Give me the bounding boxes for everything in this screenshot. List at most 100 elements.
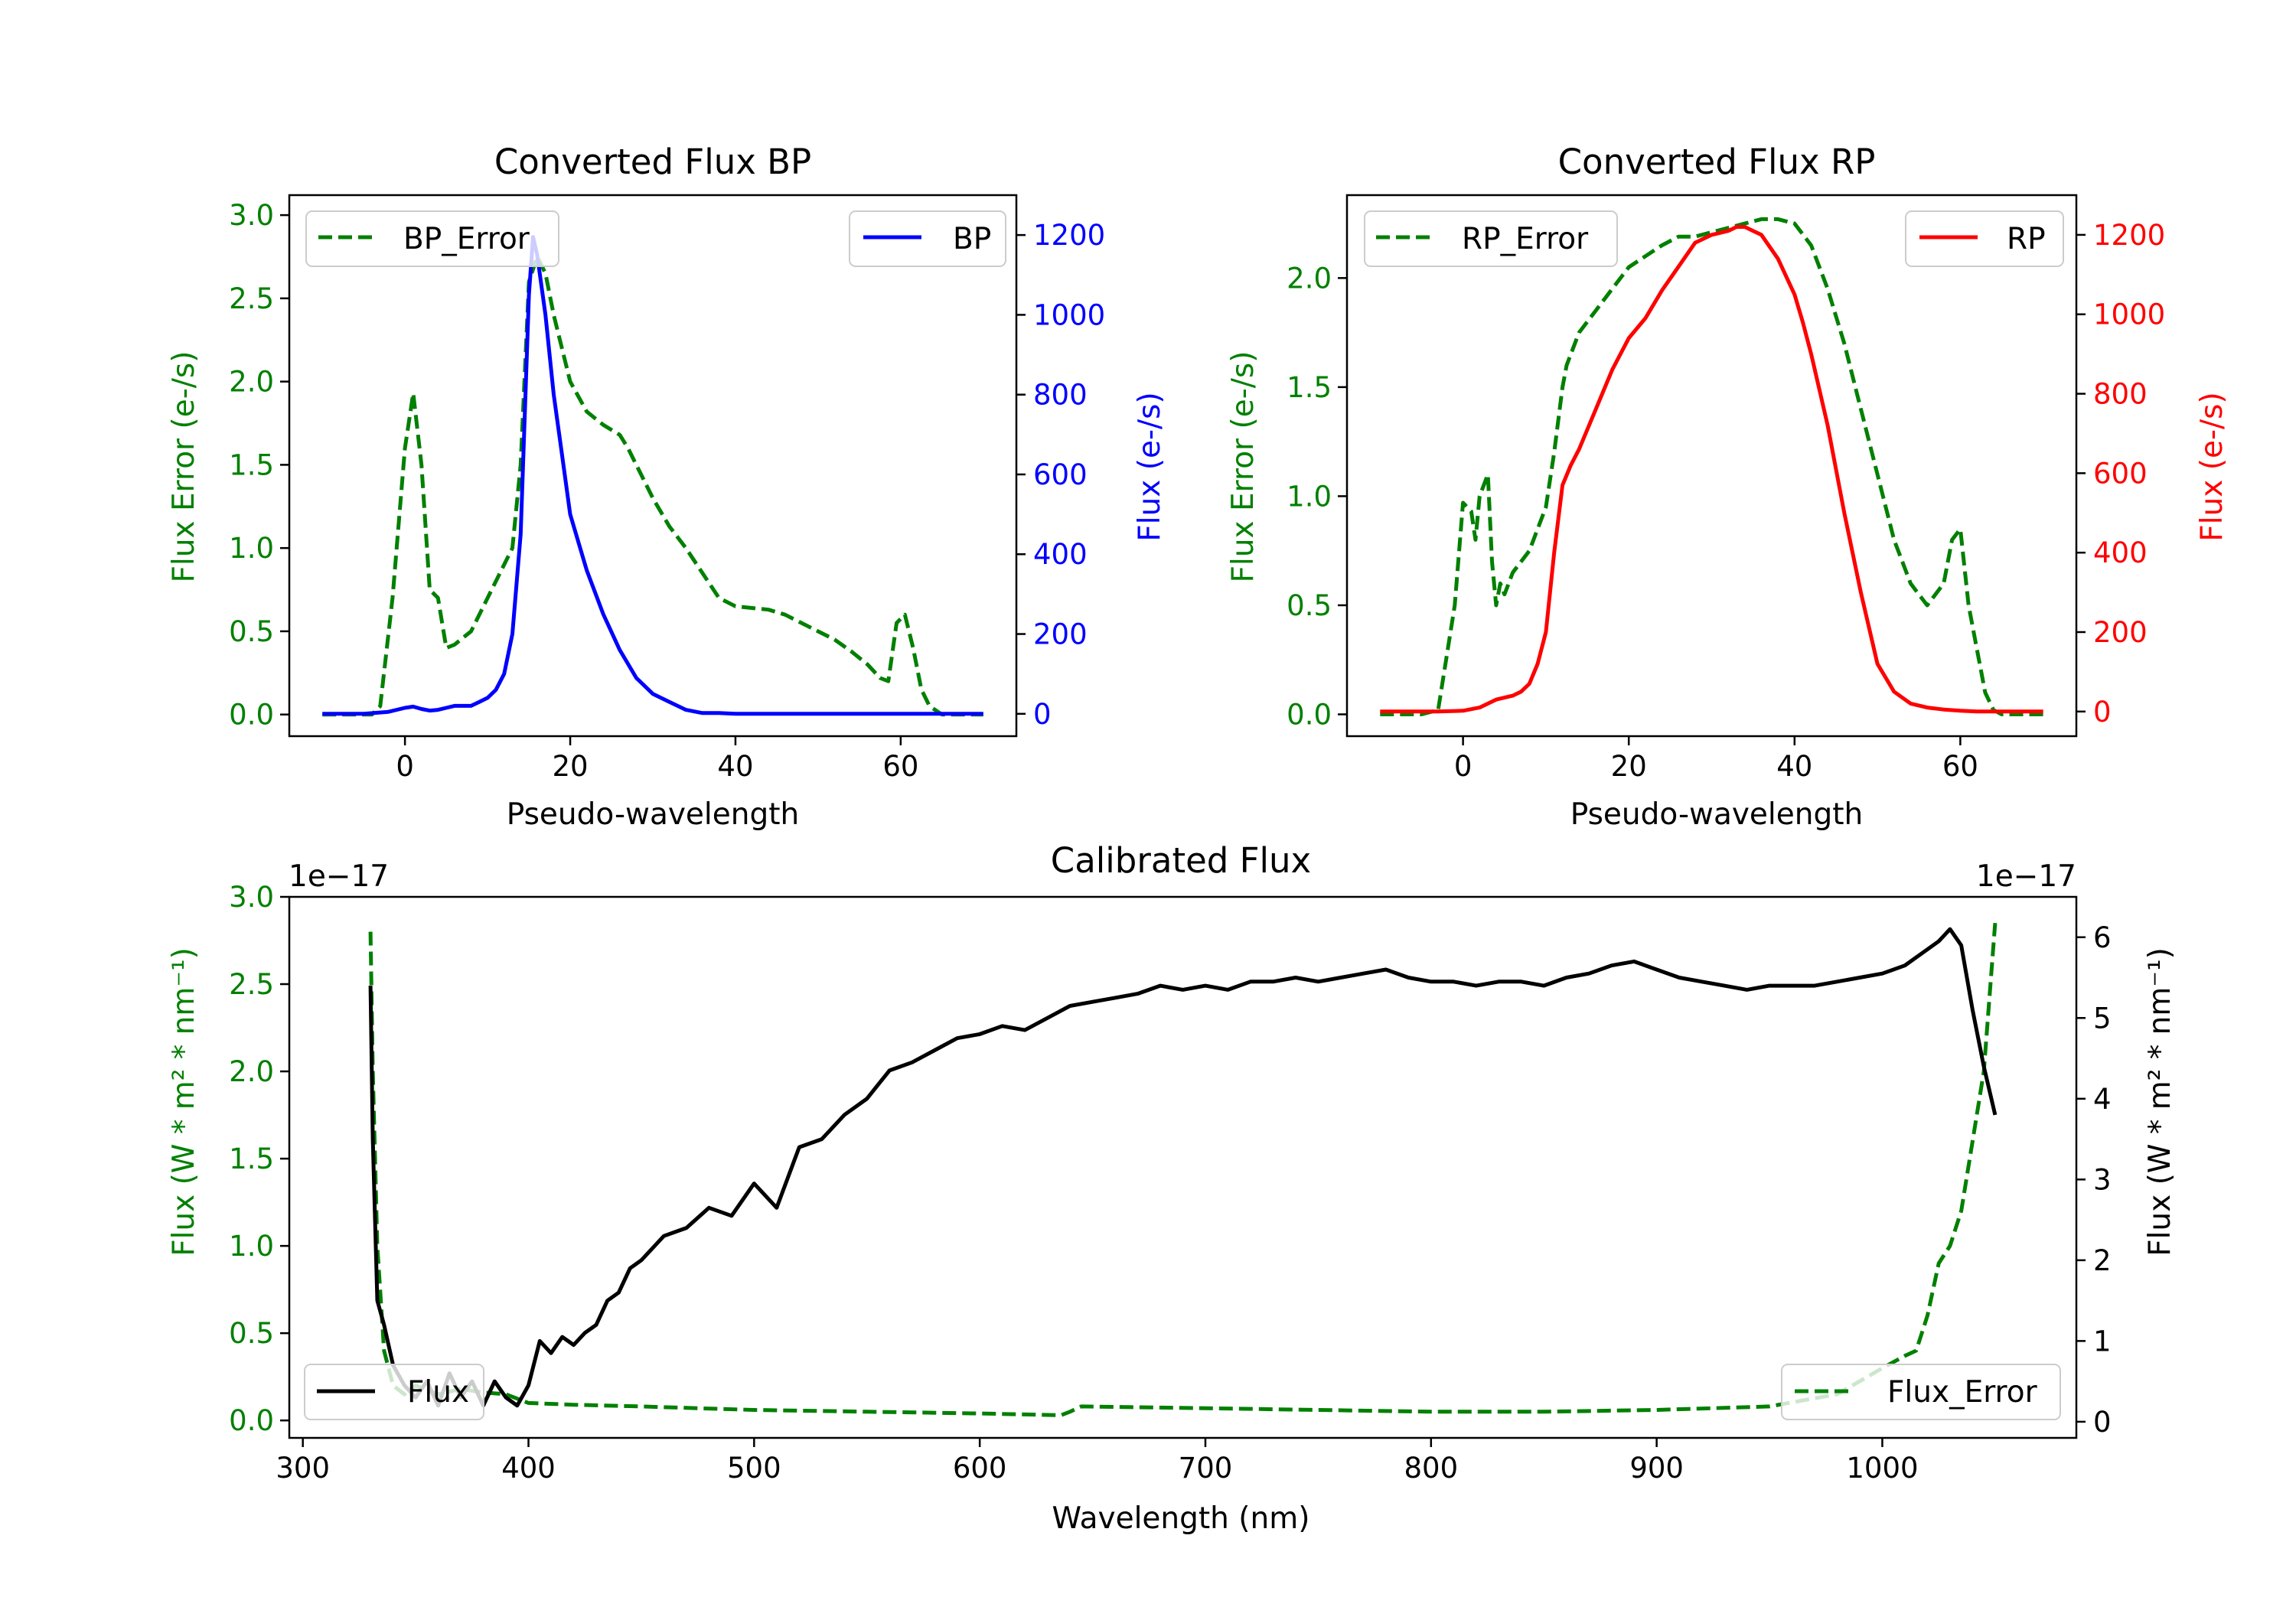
bp-plot-area bbox=[322, 235, 983, 717]
cal-ytick-left-label: 1.0 bbox=[229, 1230, 274, 1263]
rp-y-left-ticks: 0.0 0.5 1.0 1.5 2.0 bbox=[1287, 262, 1347, 731]
bp-series-bp-line bbox=[322, 235, 983, 716]
bp-xtick-label: 40 bbox=[717, 750, 753, 783]
bp-ytick-right-label: 400 bbox=[1033, 538, 1088, 571]
bp-legend-left-label: BP_Error bbox=[403, 222, 530, 256]
rp-ylabel-right: Flux (e-/s) bbox=[2195, 392, 2229, 541]
bp-ytick-left-label: 2.0 bbox=[229, 366, 274, 399]
rp-frame bbox=[1345, 194, 2078, 738]
rp-legend-left-label: RP_Error bbox=[1462, 222, 1589, 256]
cal-legend-left-label: Flux bbox=[407, 1375, 469, 1410]
bp-ytick-right-label: 0 bbox=[1033, 698, 1052, 731]
rp-plot-area bbox=[1380, 217, 2043, 716]
bp-ytick-left-label: 2.5 bbox=[229, 282, 274, 315]
rp-ytick-left-label: 0.5 bbox=[1287, 589, 1332, 622]
rp-legend-right: RP bbox=[1905, 210, 2064, 267]
cal-ytick-left-label: 2.0 bbox=[229, 1055, 274, 1088]
cal-legend-right-label: Flux_Error bbox=[1887, 1375, 2038, 1410]
cal-plot-area bbox=[368, 923, 1998, 1417]
cal-xtick-label: 400 bbox=[501, 1452, 556, 1485]
cal-ytick-left-label: 1.5 bbox=[229, 1143, 274, 1175]
bp-ytick-left-label: 3.0 bbox=[229, 199, 274, 232]
cal-xtick-label: 300 bbox=[276, 1452, 330, 1485]
rp-x-ticks: 0 20 40 60 bbox=[1454, 736, 1978, 783]
cal-x-ticks: 300 400 500 600 700 800 900 1000 bbox=[276, 1438, 1919, 1485]
cal-ytick-left-label: 0.0 bbox=[229, 1404, 274, 1437]
cal-xtick-label: 500 bbox=[727, 1452, 781, 1485]
bp-ytick-right-label: 600 bbox=[1033, 458, 1088, 491]
rp-xlabel: Pseudo-wavelength bbox=[1570, 797, 1863, 832]
cal-y-right-ticks: 0 1 2 3 4 5 6 bbox=[2076, 921, 2112, 1439]
cal-legend-left: Flux bbox=[304, 1364, 484, 1420]
cal-title: Calibrated Flux bbox=[1051, 840, 1311, 881]
bp-ytick-left-label: 0.5 bbox=[229, 615, 274, 648]
rp-ytick-right-label: 1200 bbox=[2093, 219, 2165, 252]
bp-xtick-label: 20 bbox=[552, 750, 588, 783]
bp-series-bp-error-line bbox=[322, 255, 983, 717]
bp-legend-right: BP bbox=[849, 210, 1006, 267]
bp-ytick-right-label: 1000 bbox=[1033, 298, 1105, 331]
cal-series-flux-line bbox=[368, 927, 1998, 1408]
rp-legend-right-label: RP bbox=[2007, 222, 2046, 256]
rp-ytick-right-label: 1000 bbox=[2093, 298, 2165, 331]
rp-ytick-right-label: 400 bbox=[2093, 536, 2148, 569]
cal-xtick-label: 600 bbox=[953, 1452, 1007, 1485]
rp-subplot: Converted Flux RP 0 20 40 60 0.0 0.5 1.0 1.5 2.… bbox=[1226, 142, 2229, 832]
cal-series-flux-error-line bbox=[368, 923, 1998, 1417]
rp-ytick-left-label: 0.0 bbox=[1287, 698, 1332, 731]
cal-xlabel: Wavelength (nm) bbox=[1052, 1501, 1310, 1536]
rp-xtick-label: 0 bbox=[1454, 750, 1473, 783]
rp-ytick-right-label: 800 bbox=[2093, 378, 2148, 411]
cal-ylabel-left: Flux (W * m² * nm⁻¹) bbox=[167, 947, 201, 1257]
bp-ytick-left-label: 1.5 bbox=[229, 448, 274, 481]
bp-legend-left: BP_Error bbox=[305, 210, 559, 267]
rp-series-rp-error-line bbox=[1380, 217, 2043, 716]
rp-ytick-left-label: 1.0 bbox=[1287, 480, 1332, 513]
cal-legend-right: Flux_Error bbox=[1781, 1364, 2061, 1420]
cal-xtick-label: 1000 bbox=[1846, 1452, 1918, 1485]
cal-subplot: Calibrated Flux 1e−17 1e−17 300 400 500 600… bbox=[167, 840, 2177, 1536]
rp-ylabel-left: Flux Error (e-/s) bbox=[1226, 351, 1261, 583]
bp-y-right-ticks: 0 200 400 600 800 1000 1200 bbox=[1016, 219, 1105, 731]
bp-ytick-left-label: 0.0 bbox=[229, 699, 274, 732]
cal-y-left-ticks: 0.0 0.5 1.0 1.5 2.0 2.5 3.0 bbox=[229, 881, 289, 1437]
cal-xtick-label: 700 bbox=[1179, 1452, 1233, 1485]
rp-series-rp-line bbox=[1380, 225, 2043, 714]
cal-frame bbox=[288, 895, 2078, 1439]
bp-frame bbox=[288, 194, 1018, 738]
bp-ytick-right-label: 1200 bbox=[1033, 219, 1105, 252]
bp-subplot: Converted Flux BP 0 20 40 60 0.0 0.5 1.0 1.5 2.… bbox=[167, 142, 1167, 832]
bp-legend-right-label: BP bbox=[953, 222, 991, 256]
cal-ytick-left-label: 2.5 bbox=[229, 968, 274, 1001]
bp-ytick-right-label: 800 bbox=[1033, 379, 1088, 412]
bp-xtick-label: 60 bbox=[882, 750, 918, 783]
cal-ytick-left-label: 0.5 bbox=[229, 1317, 274, 1350]
cal-offset-right: 1e−17 bbox=[1976, 859, 2076, 894]
cal-offset-left: 1e−17 bbox=[289, 859, 389, 894]
rp-legend-left: RP_Error bbox=[1364, 210, 1618, 267]
rp-xtick-label: 20 bbox=[1611, 750, 1647, 783]
cal-xtick-label: 800 bbox=[1404, 1452, 1458, 1485]
cal-ytick-right-label: 0 bbox=[2093, 1406, 2112, 1439]
rp-ytick-left-label: 2.0 bbox=[1287, 262, 1332, 295]
rp-xtick-label: 40 bbox=[1776, 750, 1812, 783]
rp-xtick-label: 60 bbox=[1942, 750, 1978, 783]
rp-ytick-right-label: 0 bbox=[2093, 696, 2112, 729]
rp-ytick-right-label: 600 bbox=[2093, 457, 2148, 490]
cal-ytick-right-label: 6 bbox=[2093, 921, 2112, 954]
rp-ytick-right-label: 200 bbox=[2093, 616, 2148, 649]
cal-ylabel-right: Flux (W * m² * nm⁻¹) bbox=[2143, 947, 2177, 1257]
cal-ytick-right-label: 1 bbox=[2093, 1325, 2112, 1358]
bp-ytick-left-label: 1.0 bbox=[229, 532, 274, 565]
bp-xtick-label: 0 bbox=[396, 750, 414, 783]
cal-xtick-label: 900 bbox=[1629, 1452, 1684, 1485]
bp-y-left-ticks: 0.0 0.5 1.0 1.5 2.0 2.5 3.0 bbox=[229, 199, 289, 732]
bp-xlabel: Pseudo-wavelength bbox=[507, 797, 799, 832]
bp-x-ticks: 0 20 40 60 bbox=[396, 736, 918, 783]
bp-title: Converted Flux BP bbox=[494, 142, 811, 182]
bp-ytick-right-label: 200 bbox=[1033, 618, 1088, 651]
cal-ytick-left-label: 3.0 bbox=[229, 881, 274, 914]
cal-ytick-right-label: 4 bbox=[2093, 1083, 2112, 1116]
cal-ytick-right-label: 2 bbox=[2093, 1244, 2112, 1277]
